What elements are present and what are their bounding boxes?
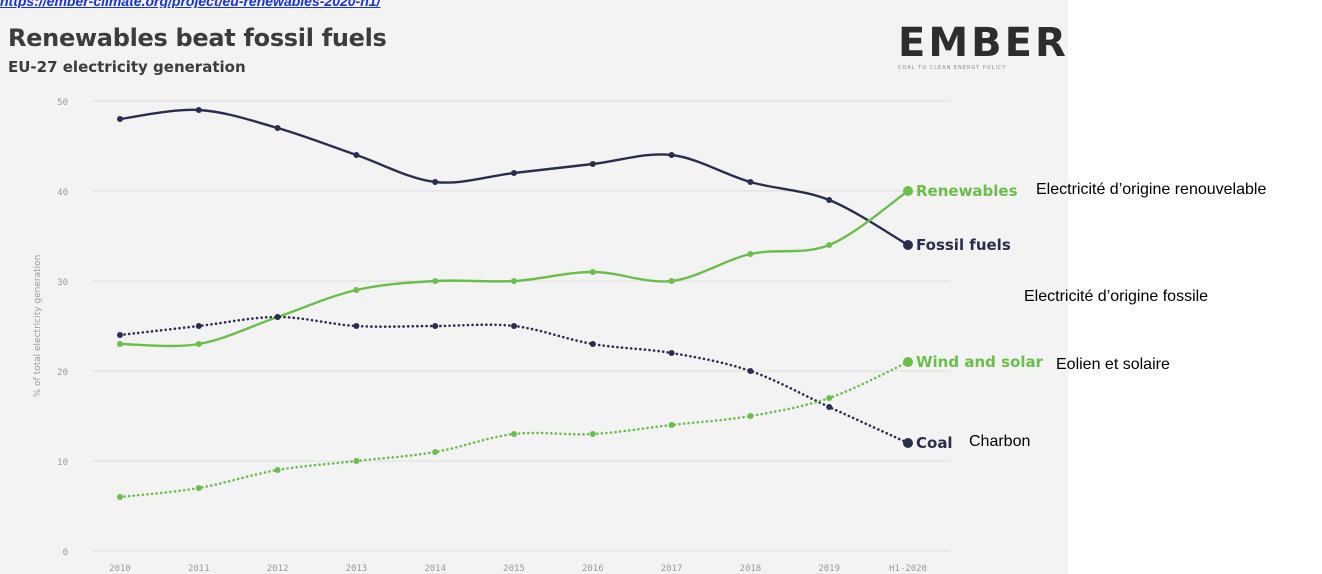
- x-tick-label: 2014: [424, 564, 446, 574]
- annotation-renewables: Electricité d’origine renouvelable: [1036, 181, 1267, 198]
- data-point: [432, 278, 439, 284]
- data-point: [511, 323, 517, 329]
- data-point: [511, 170, 517, 176]
- data-point: [353, 152, 360, 158]
- data-point: [432, 449, 439, 455]
- x-tick-label: 2019: [818, 564, 840, 574]
- data-point: [274, 314, 281, 320]
- series-fossil-fuels: Fossil fuels: [117, 107, 1011, 254]
- x-tick-label: 2013: [346, 564, 368, 574]
- series-wind-and-solar: Wind and solar: [117, 353, 1044, 500]
- data-point: [668, 350, 675, 356]
- x-tick-label: 2018: [740, 564, 762, 574]
- y-tick-label: 0: [63, 548, 68, 558]
- data-point: [117, 494, 123, 500]
- data-point: [117, 341, 123, 347]
- y-tick-label: 10: [57, 458, 68, 468]
- data-point: [747, 179, 754, 185]
- data-point: [195, 323, 202, 329]
- ember-logo: EMBER COAL TO CLEAN ENERGY POLICY: [898, 20, 1069, 72]
- data-point: [668, 422, 675, 428]
- series-end-label: Coal: [916, 434, 953, 452]
- data-point: [903, 186, 913, 196]
- data-point: [826, 197, 833, 203]
- data-point: [117, 332, 123, 338]
- data-point: [747, 251, 754, 257]
- data-point: [826, 404, 833, 410]
- series-end-label: Wind and solar: [916, 353, 1044, 371]
- series-line-fossil-fuels: [118, 108, 910, 247]
- data-point: [826, 242, 833, 248]
- series-line-coal: [118, 315, 910, 445]
- data-point: [353, 458, 360, 464]
- data-point: [353, 323, 360, 329]
- data-point: [826, 395, 833, 401]
- y-axis-label: % of total electricity generation: [33, 255, 43, 398]
- series-end-label: Fossil fuels: [916, 236, 1011, 254]
- y-tick-label: 40: [57, 188, 68, 198]
- line-chart: 0 10 20 30 40 50 2010 2011 2012 2013 2014 2015 2016 2…: [33, 98, 1044, 574]
- data-point: [274, 125, 281, 131]
- data-point: [589, 341, 596, 347]
- chart-subtitle: EU-27 electricity generation: [8, 58, 246, 76]
- data-point: [668, 278, 675, 284]
- series-coal: Coal: [117, 314, 953, 452]
- data-point: [353, 287, 360, 293]
- x-tick-label: 2011: [188, 564, 210, 574]
- data-point: [432, 323, 439, 329]
- x-tick-label: 2015: [503, 564, 525, 574]
- annotation-fossil: Electricité d’origine fossile: [1024, 288, 1209, 305]
- series-line-renewables: [118, 189, 910, 348]
- series-line-wind-and-solar: [118, 360, 910, 499]
- data-point: [117, 116, 123, 122]
- data-point: [511, 431, 517, 437]
- data-point: [195, 341, 202, 347]
- data-point: [589, 269, 596, 275]
- data-point: [903, 240, 913, 250]
- series-end-label: Renewables: [916, 182, 1018, 200]
- x-tick-label: H1-2020: [889, 564, 927, 574]
- data-point: [903, 438, 913, 448]
- series-renewables: Renewables: [117, 182, 1018, 348]
- logo-tagline: COAL TO CLEAN ENERGY POLICY: [898, 65, 1007, 71]
- x-tick-label: 2010: [109, 564, 131, 574]
- data-point: [195, 107, 202, 113]
- x-tick-label: 2012: [267, 564, 289, 574]
- data-point: [589, 161, 596, 167]
- chart-panel: [0, 0, 1068, 574]
- chart-title: Renewables beat fossil fuels: [8, 24, 387, 52]
- data-point: [747, 413, 754, 419]
- data-point: [903, 357, 913, 367]
- data-point: [589, 431, 596, 437]
- data-point: [747, 368, 754, 374]
- y-tick-label: 50: [57, 98, 68, 108]
- x-tick-label: 2017: [661, 564, 683, 574]
- data-point: [432, 179, 439, 185]
- data-point: [195, 485, 202, 491]
- logo-wordmark: EMBER: [898, 20, 1069, 66]
- annotation-coal: Charbon: [969, 433, 1031, 450]
- annotation-wind-solar: Eolien et solaire: [1056, 356, 1170, 373]
- y-tick-label: 20: [57, 368, 68, 378]
- y-tick-label: 30: [57, 278, 68, 288]
- x-tick-label: 2016: [582, 564, 604, 574]
- source-link[interactable]: https://ember-climate.org/project/eu-ren…: [0, 0, 381, 8]
- data-point: [668, 152, 675, 158]
- data-point: [274, 467, 281, 473]
- data-point: [511, 278, 517, 284]
